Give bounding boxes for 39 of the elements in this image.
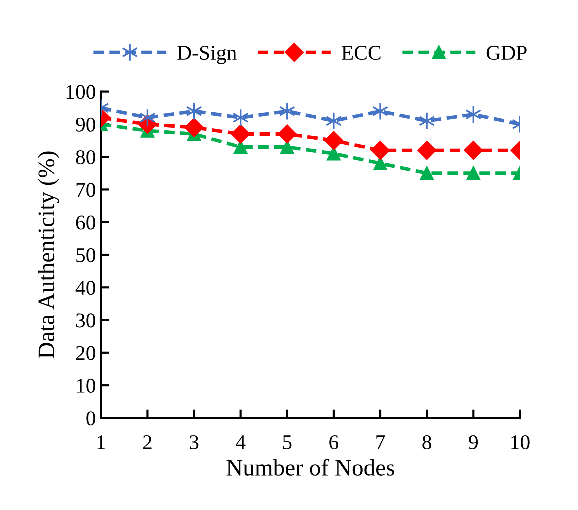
y-tick-label: 20 xyxy=(76,346,96,360)
x-tick-label: 8 xyxy=(422,435,432,450)
point xyxy=(231,124,250,144)
x-tick-label: 4 xyxy=(236,436,246,450)
x-tick-label: 7 xyxy=(376,436,386,450)
x-tick-label: 2 xyxy=(143,436,152,450)
point xyxy=(184,118,204,138)
legend-label: ECC xyxy=(342,46,381,60)
x-tick-label: 1 xyxy=(98,436,106,450)
y-tick-label: 90 xyxy=(76,118,96,132)
point xyxy=(466,166,481,180)
y-tick-label: 40 xyxy=(76,281,96,296)
y-tick-label: 70 xyxy=(76,183,96,198)
y-tick-label: 60 xyxy=(76,216,96,230)
point xyxy=(464,141,484,160)
point xyxy=(418,141,437,160)
x-tick-label: 6 xyxy=(330,436,339,450)
x-tick-label: 9 xyxy=(469,436,478,450)
point xyxy=(419,112,436,130)
y-axis-title: Data Authenticity (%) xyxy=(38,152,60,359)
y-tick-label: 50 xyxy=(76,248,96,262)
point xyxy=(326,112,342,130)
x-tick-label: 10 xyxy=(512,435,530,450)
y-tick-label: 100 xyxy=(66,85,96,100)
point xyxy=(374,156,388,171)
y-tick-label: 80 xyxy=(76,150,96,165)
point xyxy=(420,166,434,180)
x-axis-title: Number of Nodes xyxy=(226,459,394,476)
y-tick-label: 30 xyxy=(76,314,96,328)
legend-label: GDP xyxy=(486,46,527,60)
point xyxy=(372,102,389,121)
legend-label: D-Sign xyxy=(178,46,237,64)
x-tick-label: 3 xyxy=(190,436,199,450)
y-tick-label: 10 xyxy=(77,378,96,393)
point xyxy=(370,141,390,160)
point xyxy=(324,131,344,150)
y-tick-label: 0 xyxy=(86,412,96,426)
point xyxy=(278,124,297,144)
x-tick-label: 5 xyxy=(283,436,292,450)
